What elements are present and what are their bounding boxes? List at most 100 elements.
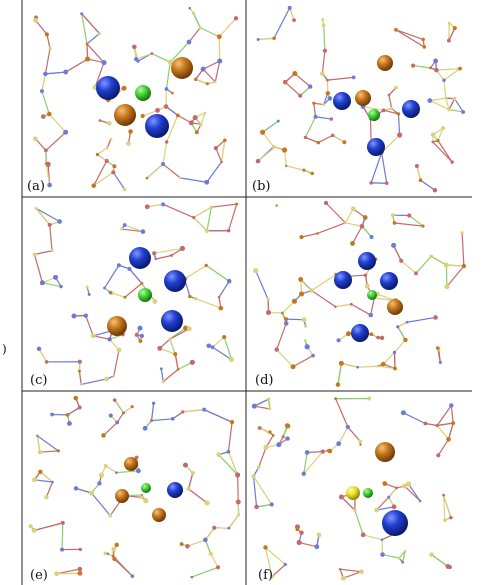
atom-dot bbox=[73, 486, 79, 491]
bond bbox=[116, 470, 139, 474]
bond bbox=[87, 58, 105, 64]
atom-dot bbox=[159, 367, 163, 371]
atom-dot bbox=[381, 108, 386, 113]
bond bbox=[325, 202, 346, 224]
atom-dot bbox=[59, 284, 63, 289]
bond bbox=[254, 405, 270, 410]
bond bbox=[48, 113, 67, 133]
bond bbox=[97, 147, 108, 155]
atom-dot bbox=[447, 21, 451, 25]
atom-dot bbox=[213, 80, 217, 84]
bond bbox=[188, 488, 208, 504]
bond bbox=[191, 566, 219, 578]
bond bbox=[437, 422, 454, 427]
bond bbox=[206, 161, 223, 183]
bond bbox=[44, 48, 51, 74]
bond bbox=[215, 147, 223, 163]
atom-dot bbox=[167, 59, 173, 65]
bond bbox=[352, 225, 363, 244]
bond bbox=[262, 120, 279, 133]
atom-dot bbox=[418, 499, 422, 503]
bond bbox=[311, 290, 336, 308]
bond bbox=[397, 321, 408, 328]
bond bbox=[388, 94, 393, 109]
bond bbox=[341, 496, 356, 511]
bond bbox=[203, 409, 233, 423]
atom-dot bbox=[215, 565, 221, 570]
atom-dot bbox=[111, 554, 115, 558]
bond bbox=[343, 571, 362, 579]
bond bbox=[142, 109, 158, 117]
atom-dot bbox=[266, 298, 270, 302]
atom-dot bbox=[284, 317, 289, 322]
atom-dot bbox=[122, 223, 127, 227]
atom-dot bbox=[88, 490, 94, 496]
bond bbox=[264, 547, 273, 577]
atom-dot bbox=[202, 407, 207, 412]
atom-dot bbox=[438, 360, 442, 365]
atom-dot bbox=[157, 345, 163, 351]
bond bbox=[49, 224, 53, 251]
bond bbox=[345, 222, 363, 227]
atom-dot bbox=[63, 129, 69, 135]
bond bbox=[46, 34, 51, 49]
bond bbox=[200, 112, 206, 125]
atom-dot bbox=[188, 6, 192, 10]
atom-dot bbox=[283, 562, 287, 567]
atom-dot bbox=[322, 48, 328, 53]
panel-label-a: (a) bbox=[27, 179, 45, 194]
atom-dot bbox=[140, 229, 146, 234]
atom-dot bbox=[36, 434, 39, 437]
atom-dot bbox=[395, 486, 398, 490]
blue-atom bbox=[351, 324, 369, 342]
atom-dot bbox=[295, 527, 300, 532]
atom-dot bbox=[325, 91, 331, 96]
atom-dot bbox=[79, 383, 83, 386]
atom-dot bbox=[142, 425, 148, 431]
bond bbox=[447, 422, 454, 440]
bond bbox=[305, 136, 319, 144]
atom-dot bbox=[204, 228, 210, 234]
atom-dot bbox=[353, 508, 357, 513]
bond bbox=[445, 97, 450, 110]
atom-dot bbox=[60, 547, 65, 552]
bond bbox=[81, 378, 107, 386]
atom-dot bbox=[77, 405, 82, 410]
bond bbox=[253, 476, 273, 505]
bond bbox=[174, 354, 179, 370]
atom-dot bbox=[369, 181, 373, 185]
panel-label-b: (b) bbox=[252, 179, 270, 194]
atom-dot bbox=[47, 182, 52, 188]
atom-dot bbox=[150, 419, 154, 423]
atom-dot bbox=[192, 215, 196, 220]
atom-dot bbox=[450, 160, 454, 164]
atom-dot bbox=[304, 324, 308, 328]
atom-dot bbox=[220, 160, 223, 164]
atom-dot bbox=[345, 331, 351, 337]
atom-dot bbox=[203, 537, 208, 543]
bond bbox=[341, 362, 358, 368]
atom-dot bbox=[313, 114, 318, 119]
bond bbox=[165, 62, 171, 90]
atom-dot bbox=[298, 93, 303, 98]
atom-dot bbox=[362, 215, 368, 220]
atom-dot bbox=[401, 560, 405, 564]
atom-dot bbox=[161, 380, 165, 384]
bond bbox=[443, 80, 447, 99]
atom-dot bbox=[104, 376, 110, 382]
bond bbox=[41, 73, 47, 92]
bond bbox=[36, 207, 60, 223]
atom-dot bbox=[276, 442, 282, 448]
bond bbox=[376, 496, 390, 511]
bond bbox=[420, 179, 436, 191]
bond bbox=[124, 224, 144, 233]
atom-dot bbox=[256, 38, 260, 42]
atom-dot bbox=[422, 45, 427, 49]
bond bbox=[303, 452, 308, 474]
bond bbox=[205, 264, 230, 282]
atom-dot bbox=[433, 315, 438, 320]
bond bbox=[67, 406, 80, 416]
bond bbox=[381, 152, 388, 184]
bond bbox=[332, 134, 345, 143]
atom-dot bbox=[335, 382, 341, 387]
